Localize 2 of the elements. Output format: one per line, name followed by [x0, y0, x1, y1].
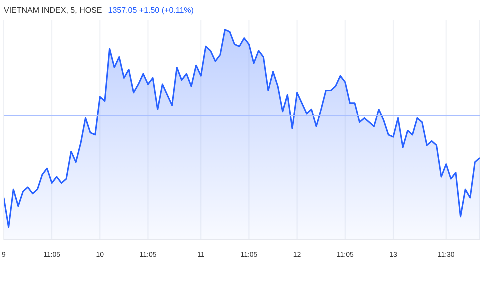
chart-title: VIETNAM INDEX, 5, HOSE — [4, 6, 102, 15]
chart-subtitle: 1357.05 +1.50 (+0.11%) — [108, 6, 194, 15]
